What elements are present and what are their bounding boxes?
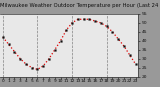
Text: Milwaukee Weather Outdoor Temperature per Hour (Last 24 Hours): Milwaukee Weather Outdoor Temperature pe…: [0, 3, 160, 8]
